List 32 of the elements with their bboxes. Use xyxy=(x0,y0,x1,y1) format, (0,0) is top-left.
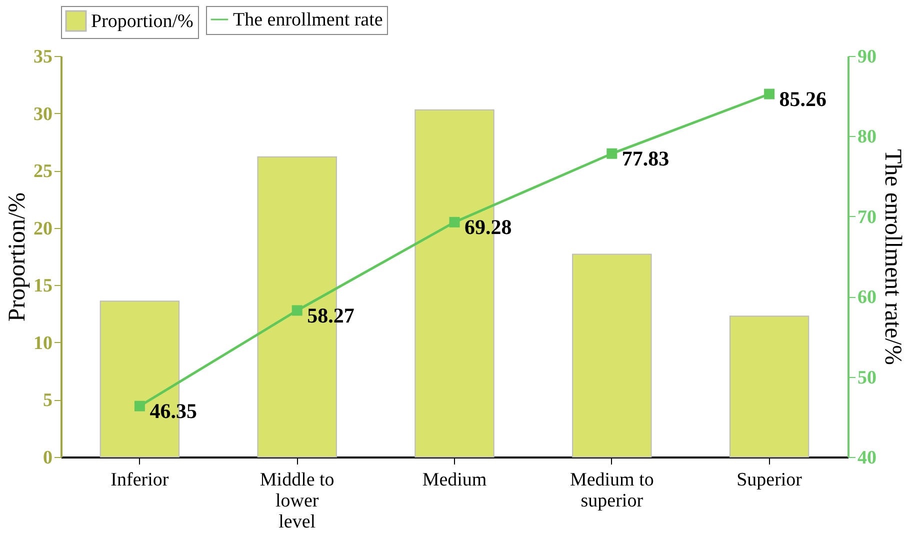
y-tick-label: 5 xyxy=(43,390,52,412)
x-tick-label: Superior xyxy=(736,470,803,490)
data-label: 77.83 xyxy=(622,146,670,171)
y-tick-label: 20 xyxy=(34,218,52,240)
point xyxy=(606,148,618,159)
data-label: 85.26 xyxy=(779,87,827,112)
x-tick-label: Inferior xyxy=(110,470,170,490)
y2-tick-label: 80 xyxy=(858,126,876,148)
x-tick-label: Medium xyxy=(422,470,487,490)
legend-label: The enrollment rate xyxy=(233,10,383,30)
y-tick-label: 0 xyxy=(43,448,52,468)
y2-tick-label: 90 xyxy=(858,46,876,68)
bar xyxy=(729,316,810,458)
point xyxy=(764,88,775,100)
y-tick-label: 35 xyxy=(34,46,52,68)
y2-tick-label: 60 xyxy=(858,287,876,308)
legend-label: Proportion/% xyxy=(91,11,194,32)
x-tick-label: Medium to superior xyxy=(570,470,654,512)
y-tick-label: 15 xyxy=(34,276,52,297)
y2-tick-label: 50 xyxy=(858,367,876,388)
y2-tick-label: 70 xyxy=(858,206,876,228)
point xyxy=(134,400,145,412)
bar xyxy=(572,254,652,458)
y-tick-label: 25 xyxy=(34,161,52,182)
y-tick-label: 30 xyxy=(34,104,52,125)
y2-axis-title: The enrollment rate/% xyxy=(880,149,906,365)
y-axis-title: Proportion/% xyxy=(4,192,30,322)
point xyxy=(449,216,460,228)
x-tick-label: Middle to lower level xyxy=(260,470,334,532)
y2-tick-label: 40 xyxy=(858,448,876,468)
y-tick-label: 10 xyxy=(34,332,52,354)
point xyxy=(292,305,302,316)
